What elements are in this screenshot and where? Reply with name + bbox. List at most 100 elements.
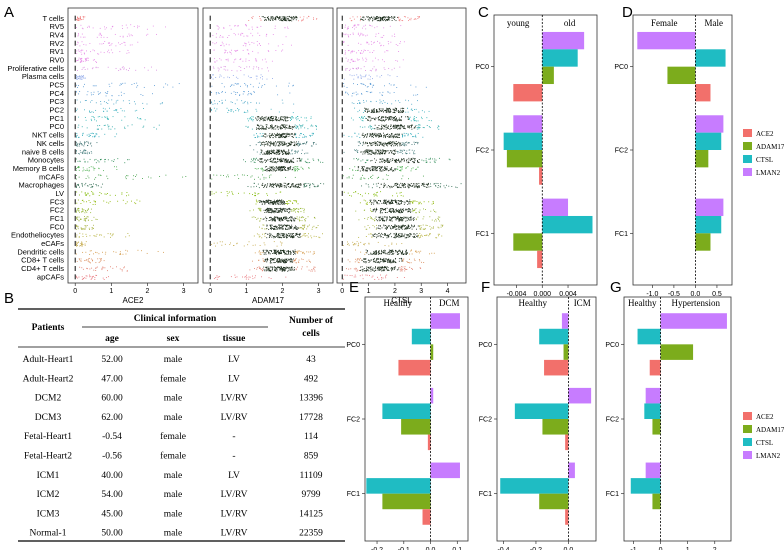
data-point bbox=[282, 224, 284, 226]
data-point bbox=[260, 251, 262, 253]
data-point bbox=[303, 142, 305, 144]
data-point bbox=[370, 25, 372, 27]
data-point bbox=[290, 161, 292, 163]
data-point bbox=[214, 43, 216, 45]
data-point bbox=[265, 200, 267, 202]
data-point bbox=[115, 109, 117, 111]
data-point bbox=[84, 83, 85, 85]
data-point bbox=[242, 93, 244, 95]
data-point bbox=[438, 128, 440, 130]
data-point bbox=[298, 168, 300, 170]
data-point bbox=[82, 170, 84, 172]
data-point bbox=[77, 277, 78, 279]
data-point bbox=[106, 201, 108, 203]
data-point bbox=[86, 168, 88, 170]
data-point bbox=[376, 141, 378, 142]
data-point bbox=[385, 19, 387, 21]
data-point bbox=[76, 76, 78, 78]
data-point bbox=[293, 261, 295, 263]
data-point bbox=[79, 144, 80, 146]
data-point bbox=[286, 134, 288, 136]
data-point bbox=[288, 149, 290, 151]
data-point bbox=[82, 28, 84, 30]
data-point bbox=[378, 125, 380, 126]
points-ace2-pc3 bbox=[74, 99, 163, 105]
data-point bbox=[215, 110, 217, 112]
data-point bbox=[297, 226, 299, 228]
data-point bbox=[76, 78, 78, 80]
data-point bbox=[405, 16, 406, 18]
data-point bbox=[279, 252, 281, 254]
data-point bbox=[265, 220, 267, 222]
data-point bbox=[82, 15, 84, 17]
data-point bbox=[394, 119, 396, 120]
data-point bbox=[351, 50, 353, 52]
data-point bbox=[75, 228, 77, 230]
data-point bbox=[320, 183, 322, 184]
data-point bbox=[399, 111, 401, 113]
data-point bbox=[227, 192, 229, 194]
data-point bbox=[94, 235, 96, 237]
data-point bbox=[86, 127, 88, 129]
points-adam17-endotheliocytes bbox=[209, 232, 323, 239]
data-point bbox=[259, 161, 261, 163]
data-point bbox=[275, 208, 277, 209]
data-point bbox=[260, 144, 262, 146]
data-point bbox=[268, 19, 270, 21]
data-point bbox=[283, 133, 285, 135]
data-point bbox=[286, 233, 288, 235]
data-point bbox=[428, 120, 430, 121]
data-point bbox=[369, 134, 371, 136]
data-point bbox=[273, 203, 275, 205]
data-point bbox=[269, 151, 271, 153]
data-point bbox=[253, 91, 255, 93]
data-point bbox=[282, 17, 284, 19]
data-point bbox=[104, 41, 106, 43]
data-point bbox=[121, 28, 123, 29]
data-point bbox=[224, 99, 226, 101]
data-point bbox=[400, 25, 402, 27]
data-point bbox=[84, 260, 86, 262]
data-point bbox=[240, 34, 242, 36]
data-point bbox=[258, 193, 260, 195]
data-point bbox=[285, 185, 287, 187]
data-point bbox=[395, 20, 397, 22]
data-point bbox=[267, 201, 269, 203]
data-point bbox=[286, 262, 287, 264]
data-point bbox=[419, 127, 421, 129]
data-point bbox=[380, 45, 382, 47]
points-adam17-cd4-t-cells bbox=[209, 265, 316, 272]
data-point bbox=[90, 92, 92, 94]
data-point bbox=[364, 134, 366, 136]
points-ace2-fc3 bbox=[74, 199, 141, 205]
data-point bbox=[371, 136, 373, 138]
data-point bbox=[80, 59, 82, 61]
data-point bbox=[238, 65, 240, 67]
data-point bbox=[253, 182, 255, 184]
data-point bbox=[77, 144, 79, 146]
data-point bbox=[84, 184, 86, 186]
data-point bbox=[122, 35, 124, 37]
data-point bbox=[253, 66, 255, 68]
data-point bbox=[275, 125, 277, 126]
data-point bbox=[369, 76, 371, 78]
data-point bbox=[95, 218, 97, 220]
data-point bbox=[407, 133, 409, 135]
data-point bbox=[78, 208, 79, 210]
data-point bbox=[388, 17, 389, 19]
data-point bbox=[242, 276, 243, 278]
x-tick-label-ace2-3: 3 bbox=[182, 288, 186, 295]
data-point bbox=[343, 41, 345, 43]
data-point bbox=[379, 18, 381, 20]
data-point bbox=[75, 152, 77, 154]
data-point bbox=[268, 277, 270, 279]
data-point bbox=[287, 151, 289, 153]
data-point bbox=[307, 225, 309, 227]
data-point bbox=[78, 76, 80, 78]
data-point bbox=[233, 84, 235, 86]
data-point bbox=[269, 217, 271, 219]
data-point bbox=[287, 186, 289, 188]
data-point bbox=[237, 83, 238, 85]
data-point bbox=[265, 209, 266, 211]
data-point bbox=[110, 49, 112, 51]
